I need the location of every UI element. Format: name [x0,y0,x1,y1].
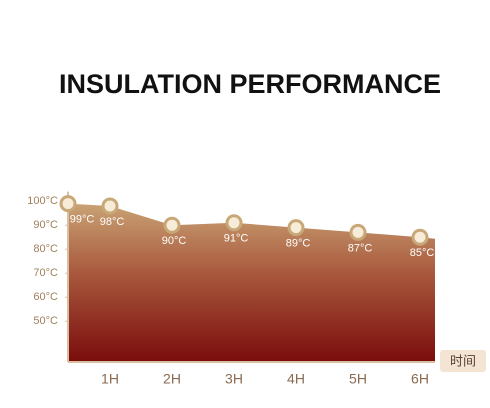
value-label: 99°C [70,214,95,226]
y-tick-label: 80°C [33,243,58,255]
value-label: 85°C [410,247,435,259]
point [411,228,429,246]
x-label-box [440,350,486,372]
point [349,223,367,241]
y-tick-label: 90°C [33,219,58,231]
x-tick-label: 2H [163,371,181,387]
point [163,216,181,234]
x-axis-label: 时间 [450,353,476,368]
y-tick-label: 70°C [33,267,58,279]
value-label: 91°C [224,233,249,245]
x-tick-label: 3H [225,371,243,387]
x-tick-label: 6H [411,371,429,387]
point [101,197,119,215]
point [59,195,77,213]
x-tick-label: 4H [287,371,305,387]
y-tick-label: 50°C [33,315,58,327]
y-tick-label: 100°C [27,195,58,207]
value-label: 90°C [162,235,187,247]
point [225,214,243,232]
chart-title: INSULATION PERFORMANCE [59,69,441,99]
area [68,203,435,362]
point [287,219,305,237]
y-tick-label: 60°C [33,291,58,303]
value-label: 89°C [286,238,311,250]
x-tick-label: 5H [349,371,367,387]
value-label: 98°C [100,216,125,228]
x-tick-label: 1H [101,371,119,387]
value-label: 87°C [348,242,373,254]
